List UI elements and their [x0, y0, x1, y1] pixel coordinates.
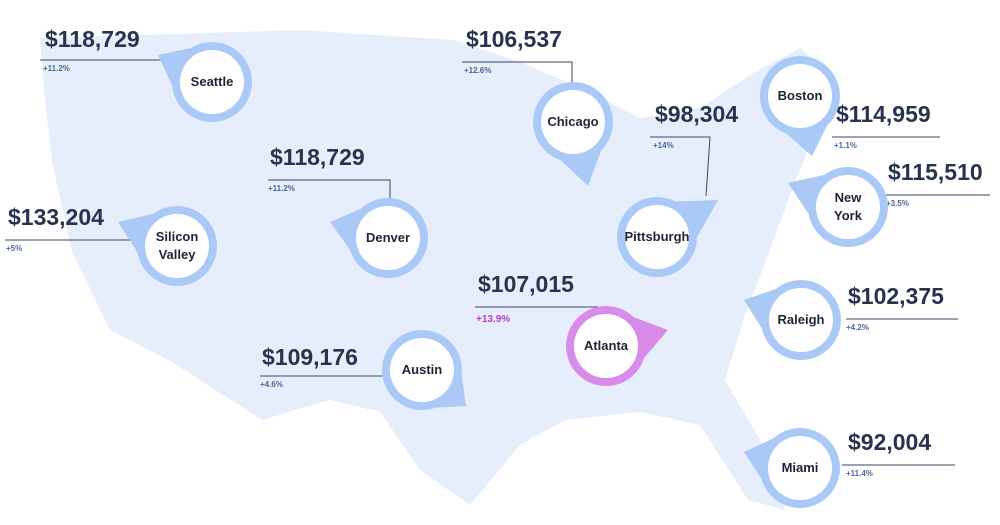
leader-line — [268, 179, 391, 204]
pin-face — [768, 64, 832, 128]
city-name: Atlanta — [583, 337, 629, 353]
salary: $133,204 — [8, 204, 104, 230]
city-name: Chicago — [547, 113, 599, 129]
change: +14% — [653, 141, 674, 150]
change: +11.4% — [846, 469, 873, 478]
salary: $118,729 — [45, 26, 140, 52]
city-name: Raleigh — [777, 311, 825, 327]
salary: $98,304 — [655, 101, 738, 127]
pin-face — [145, 214, 209, 278]
city-name: Pittsburgh — [624, 228, 690, 244]
pin-face — [356, 206, 420, 270]
change: +3.5% — [886, 199, 909, 208]
us-silhouette — [40, 30, 835, 510]
salary: $115,510 — [888, 159, 983, 185]
pin-face — [180, 50, 244, 114]
salary: $92,004 — [848, 429, 931, 455]
pin-pointer — [675, 200, 718, 238]
pins: $118,729 +11.2% $106,537 +12.6% $114,959 +1.1… — [5, 26, 990, 508]
change: +12.6% — [464, 66, 491, 75]
change: +11.2% — [43, 64, 70, 73]
salary: $118,729 — [270, 144, 365, 170]
salary: $106,537 — [466, 26, 562, 52]
city-name: Boston — [777, 87, 823, 103]
city-name: Seattle — [190, 73, 234, 89]
change: +11.2% — [268, 184, 295, 193]
pin-face — [816, 175, 880, 239]
change: +1.1% — [834, 141, 857, 150]
pin-face — [625, 205, 689, 269]
city-name: Austin — [401, 361, 443, 377]
leader-line — [650, 136, 711, 197]
city-name: Denver — [365, 229, 411, 245]
change: +4.6% — [260, 380, 283, 389]
pin-face — [769, 288, 833, 352]
city-name: Silicon Valley — [155, 228, 199, 262]
salary: $102,375 — [848, 283, 944, 309]
pin-face — [768, 436, 832, 500]
pin-face — [390, 338, 454, 402]
pin-face — [574, 314, 638, 378]
salary: $114,959 — [836, 101, 931, 127]
leader-line — [462, 61, 573, 86]
change: +4.2% — [846, 323, 869, 332]
city-name: New York — [834, 189, 862, 223]
change: +13.9% — [476, 314, 510, 325]
pin-face — [541, 90, 605, 154]
city-name: Miami — [781, 459, 819, 475]
salary: $107,015 — [478, 271, 574, 297]
change: +5% — [6, 244, 22, 253]
salary: $109,176 — [262, 344, 358, 370]
